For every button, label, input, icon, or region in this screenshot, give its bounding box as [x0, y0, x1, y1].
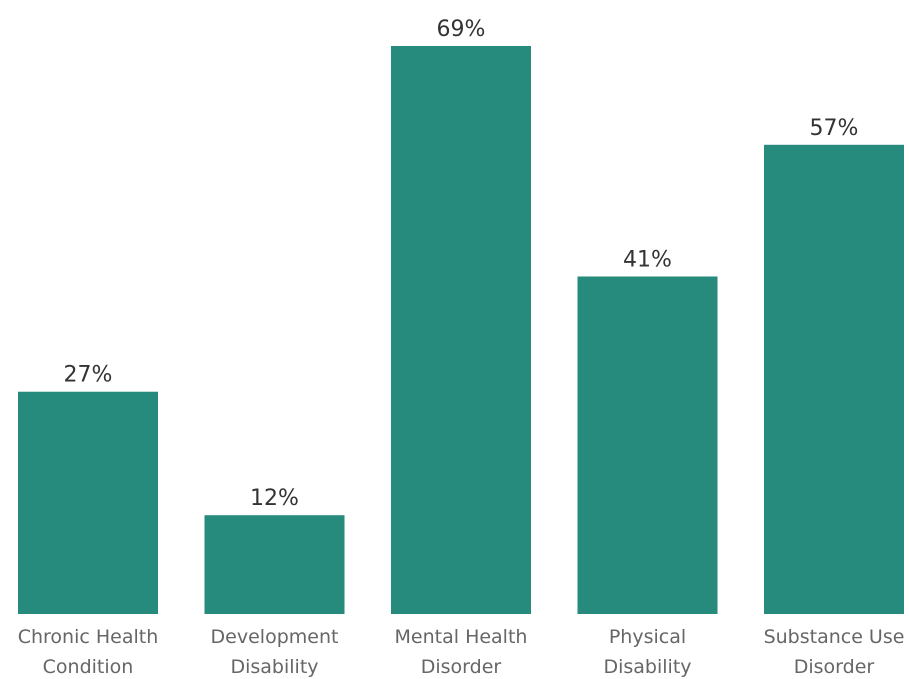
- category-label-0-line-0: Chronic Health: [18, 626, 159, 648]
- value-label-0: 27%: [64, 363, 113, 388]
- category-label-2-line-0: Mental Health: [395, 626, 528, 648]
- bar-1: [204, 515, 345, 614]
- value-label-3: 41%: [623, 247, 672, 272]
- bar-4: [764, 144, 904, 615]
- value-label-2: 69%: [437, 17, 486, 42]
- category-label-4-line-0: Substance Use: [764, 626, 905, 648]
- category-label-3-line-0: Physical: [609, 626, 686, 648]
- value-label-1: 12%: [250, 486, 299, 511]
- value-labels-group: 27% 12% 69% 41% 57%: [64, 17, 859, 511]
- bar-0: [18, 391, 158, 614]
- bars-group: [18, 46, 904, 615]
- bar-2: [391, 46, 531, 614]
- category-label-1-line-0: Development: [211, 626, 339, 648]
- bar-3: [577, 276, 718, 614]
- value-label-4: 57%: [810, 116, 859, 141]
- category-label-1-line-1: Disability: [230, 656, 318, 678]
- category-label-2-line-1: Disorder: [421, 656, 502, 678]
- category-label-3-line-1: Disability: [603, 656, 691, 678]
- category-label-0-line-1: Condition: [43, 656, 134, 678]
- category-labels-group: Chronic Health Condition Development Disabi…: [18, 626, 905, 678]
- category-label-4-line-1: Disorder: [794, 656, 875, 678]
